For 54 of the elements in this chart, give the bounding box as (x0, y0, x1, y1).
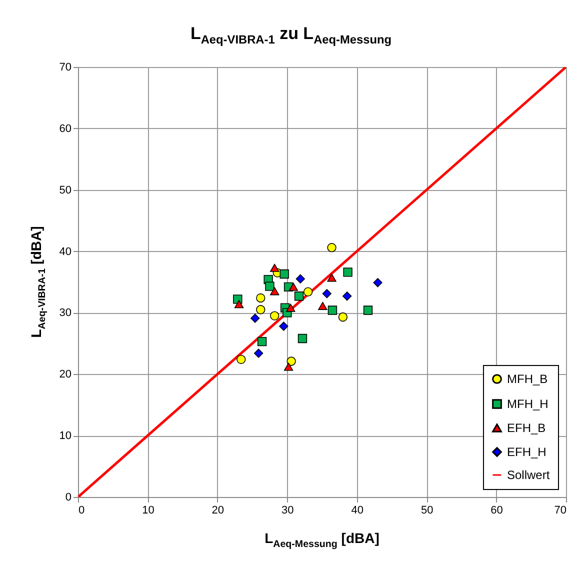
y-tick-label: 0 (65, 492, 72, 504)
point (256, 305, 266, 314)
legend-label: Sollwert (507, 468, 550, 482)
y-tick-label: 40 (59, 246, 72, 258)
point (265, 282, 274, 291)
x-tick-label: 30 (282, 504, 294, 516)
chart-title: L$_{Aeq-VIBRA-1}$ zu L$_{Aeq-Messung}$ (189, 24, 393, 46)
legend-label: EFH_H (507, 445, 546, 459)
point (236, 354, 246, 364)
point (286, 304, 296, 312)
legend-label: MFH_B (507, 372, 548, 386)
point (338, 312, 348, 322)
point (328, 306, 338, 315)
y-tick-label: 20 (59, 368, 72, 381)
point (363, 306, 373, 315)
y-tick-label: 60 (59, 122, 72, 135)
point (327, 243, 336, 252)
point (250, 314, 260, 323)
x-tick-label: 10 (142, 504, 154, 516)
point (288, 282, 298, 291)
point (322, 289, 332, 298)
y-tick-label: 50 (59, 184, 72, 196)
y-tick-label: 10 (59, 430, 72, 442)
point (270, 311, 280, 320)
point (373, 278, 382, 288)
point (279, 322, 288, 331)
point (280, 269, 289, 279)
point (256, 293, 266, 303)
point (284, 362, 294, 371)
legend-label: MFH_H (507, 397, 548, 411)
x-tick-label: 60 (490, 504, 503, 516)
y-tick-label: 30 (59, 307, 72, 320)
x-tick-label: 40 (351, 504, 364, 516)
point (327, 274, 336, 282)
x-tick-label: 0 (78, 504, 85, 516)
point (342, 292, 352, 301)
x-axis-title: L$_{Aeq-Messung}$ [dBA] (264, 530, 380, 550)
y-tick-label: 70 (59, 62, 72, 74)
point (294, 292, 304, 301)
point (343, 268, 352, 277)
point (254, 348, 264, 358)
point (303, 287, 313, 296)
point (296, 274, 305, 284)
legend-label: EFH_B (507, 421, 546, 435)
x-tick-label: 70 (554, 504, 566, 516)
point (318, 302, 328, 310)
point (298, 334, 308, 344)
point (270, 287, 280, 296)
point (286, 356, 296, 366)
point (270, 264, 280, 272)
x-tick-label: 20 (212, 504, 224, 516)
point (234, 300, 244, 308)
point (257, 337, 267, 346)
x-tick-label: 50 (420, 504, 434, 516)
